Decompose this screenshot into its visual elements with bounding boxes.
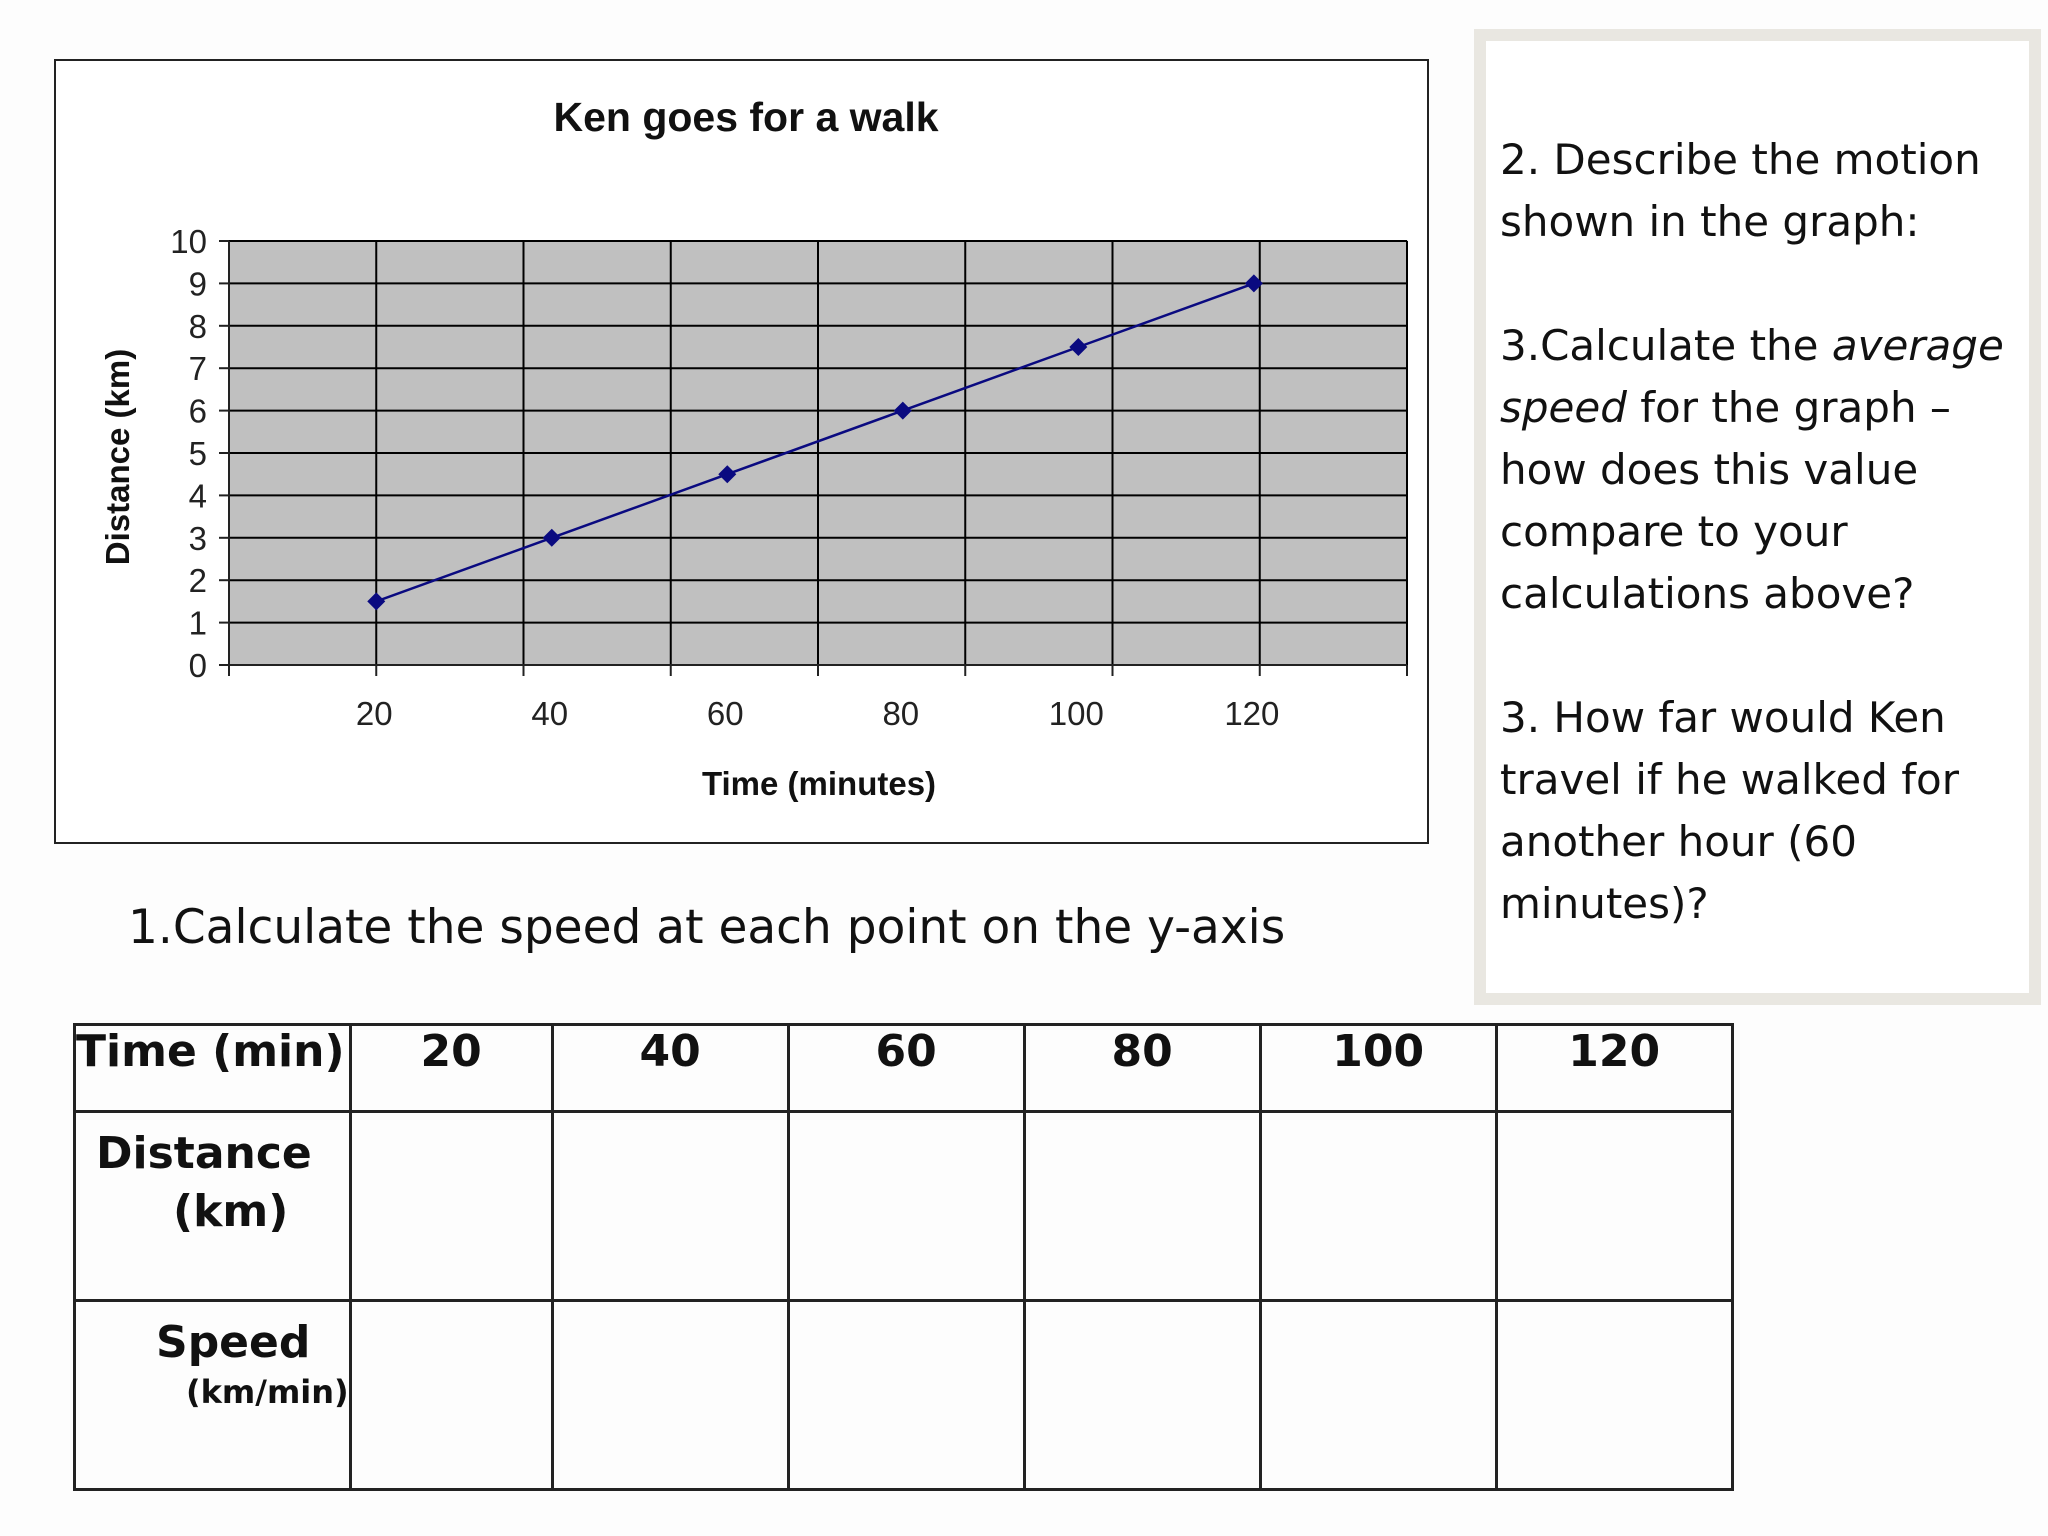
speed-row: Speed (km/min) [73, 1299, 1734, 1491]
distance-answer-cell[interactable] [786, 1110, 1026, 1302]
data-point-marker [367, 592, 386, 611]
time-cell-20: 20 [348, 1023, 554, 1113]
data-point-marker [1244, 274, 1263, 293]
x-tick-label: 120 [1224, 695, 1279, 732]
y-tick-label: 2 [189, 562, 207, 599]
x-tick-label: 80 [882, 695, 919, 732]
speed-answer-cell[interactable] [1022, 1299, 1262, 1491]
time-cell-80: 80 [1022, 1023, 1262, 1113]
speed-answer-cell[interactable] [348, 1299, 554, 1491]
speed-answer-cell[interactable] [550, 1299, 790, 1491]
distance-answer-cell[interactable] [348, 1110, 554, 1302]
distance-label: Distance [96, 1128, 312, 1179]
speed-answer-cell[interactable] [1258, 1299, 1498, 1491]
table-header-row: Time (min) 20 40 60 80 100 120 [73, 1023, 1734, 1113]
question-average-speed-emphasis: average speed [1500, 321, 2004, 432]
y-tick-label: 3 [189, 520, 207, 557]
time-cell-100: 100 [1258, 1023, 1498, 1113]
line-chart: Ken goes for a walk 0 1 2 3 4 5 6 7 8 9 10 20 40 60 80… [99, 94, 1408, 802]
question-average-speed: 3.Calculate the average speed for the gr… [1500, 315, 2009, 625]
questions-panel: 2. Describe the motion shown in the grap… [1474, 29, 2041, 1005]
x-tick-label: 100 [1049, 695, 1104, 732]
y-tick-label: 1 [189, 605, 207, 642]
x-tick-label: 60 [707, 695, 744, 732]
time-row-label: Time (min) [73, 1023, 352, 1113]
x-axis-label: Time (minutes) [702, 765, 936, 802]
time-cell-120: 120 [1494, 1023, 1734, 1113]
distance-unit: (km) [173, 1186, 289, 1237]
speed-row-label: Speed (km/min) [73, 1299, 352, 1491]
question-average-speed-text-2: for the graph – how does this value comp… [1500, 383, 1951, 618]
speed-table: Time (min) 20 40 60 80 100 120 Distance (… [73, 1023, 1734, 1491]
speed-unit: (km/min) [186, 1373, 349, 1411]
y-tick-label: 4 [189, 477, 207, 514]
speed-answer-cell[interactable] [1494, 1299, 1734, 1491]
speed-label: Speed [156, 1317, 311, 1368]
distance-answer-cell[interactable] [1022, 1110, 1262, 1302]
distance-answer-cell[interactable] [1258, 1110, 1498, 1302]
chart-frame: Ken goes for a walk 0 1 2 3 4 5 6 7 8 9 10 20 40 60 80… [54, 59, 1429, 844]
data-point-marker [542, 528, 561, 547]
distance-answer-cell[interactable] [1494, 1110, 1734, 1302]
chart-title: Ken goes for a walk [553, 94, 938, 140]
x-tick-label: 40 [531, 695, 568, 732]
data-point-marker [893, 401, 912, 420]
distance-row: Distance (km) [73, 1110, 1734, 1302]
series-line [375, 282, 1255, 603]
data-point-marker [1069, 338, 1088, 356]
speed-answer-cell[interactable] [786, 1299, 1026, 1491]
distance-answer-cell[interactable] [550, 1110, 790, 1302]
question-describe-motion: 2. Describe the motion shown in the grap… [1500, 135, 1981, 246]
question-average-speed-text-1: 3.Calculate the [1500, 321, 1832, 370]
y-tick-label: 6 [189, 393, 207, 430]
data-point-marker [718, 465, 737, 484]
questions-panel-inner: 2. Describe the motion shown in the grap… [1486, 41, 2029, 993]
question-extra-hour: 3. How far would Ken travel if he walked… [1500, 693, 1959, 928]
instruction-text: 1.Calculate the speed at each point on t… [128, 900, 1286, 955]
y-tick-label: 0 [189, 647, 207, 684]
y-tick-label: 10 [170, 223, 207, 260]
distance-row-label: Distance (km) [73, 1110, 352, 1302]
y-tick-label: 7 [189, 350, 207, 387]
x-tick-label: 20 [356, 695, 393, 732]
y-tick-label: 8 [189, 308, 207, 345]
y-axis-label: Distance (km) [99, 349, 136, 565]
y-tick-label: 5 [189, 435, 207, 472]
time-cell-40: 40 [550, 1023, 790, 1113]
y-tick-label: 9 [189, 265, 207, 302]
time-cell-60: 60 [786, 1023, 1026, 1113]
